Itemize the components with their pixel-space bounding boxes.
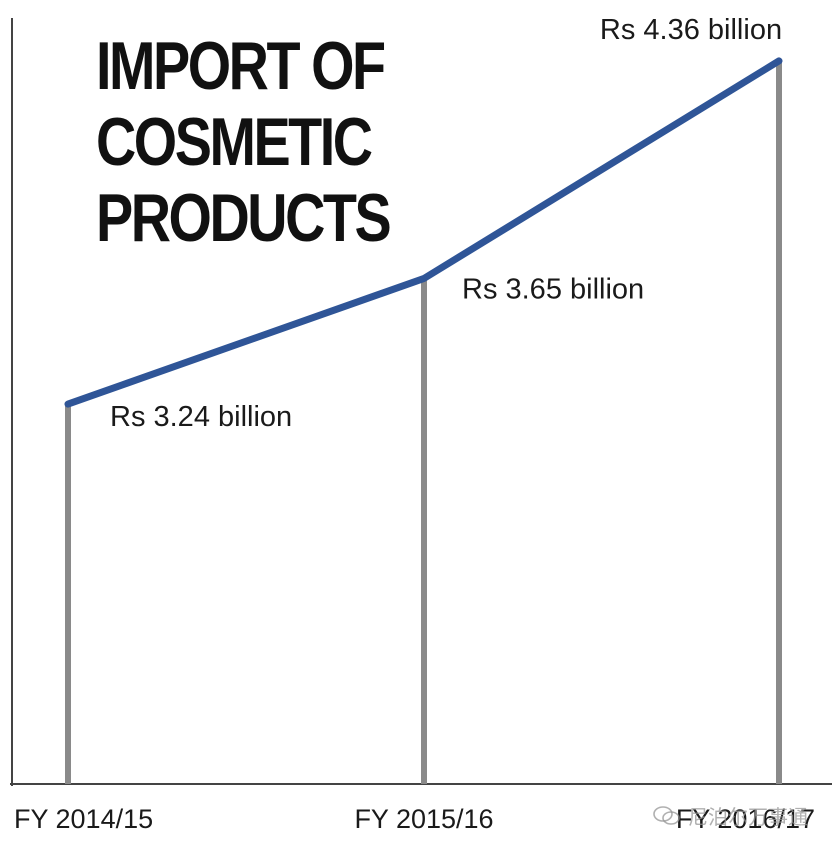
series-line bbox=[64, 57, 783, 408]
x-tick-label: FY 2014/15 bbox=[14, 804, 153, 834]
watermark-text: 尼泊尔万事通 bbox=[688, 805, 808, 829]
wechat-icon bbox=[653, 805, 680, 825]
chart-title-line: COSMETIC bbox=[96, 104, 373, 180]
chart-title-line: IMPORT OF bbox=[96, 28, 386, 104]
data-labels: Rs 3.24 billion Rs 3.65 billion Rs 4.36 bi… bbox=[110, 14, 782, 433]
drop-lines bbox=[65, 60, 782, 784]
x-tick-labels: FY 2014/15 FY 2015/16 FY 2016/17 bbox=[14, 804, 815, 834]
chart-title: IMPORT OF COSMETIC PRODUCTS bbox=[96, 28, 392, 256]
data-label: Rs 4.36 billion bbox=[600, 14, 782, 46]
chart-title-line: PRODUCTS bbox=[96, 180, 392, 256]
data-label: Rs 3.65 billion bbox=[462, 273, 644, 305]
watermark: 尼泊尔万事通 bbox=[652, 801, 808, 830]
data-label: Rs 3.24 billion bbox=[110, 401, 292, 433]
x-tick-label: FY 2016/17 bbox=[676, 804, 815, 834]
x-tick-label: FY 2015/16 bbox=[354, 804, 493, 834]
